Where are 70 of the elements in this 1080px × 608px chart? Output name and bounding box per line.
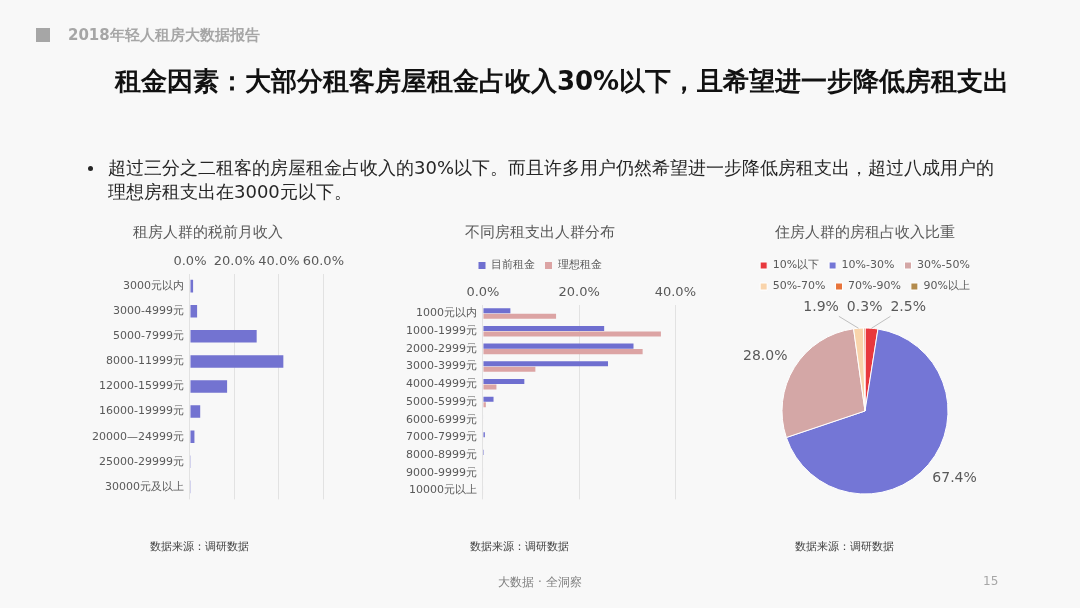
bar bbox=[483, 308, 511, 314]
legend-label: 理想租金 bbox=[557, 258, 602, 272]
text: 大数据 · 全洞察 bbox=[498, 575, 582, 589]
x-tick-label: 40.0% bbox=[654, 284, 697, 300]
y-tick-label: 7000-7999元 bbox=[405, 430, 477, 444]
text: 15 bbox=[983, 573, 999, 590]
bar bbox=[483, 402, 486, 408]
bar bbox=[483, 379, 525, 385]
bar bbox=[190, 279, 194, 293]
y-tick-label: 10000元以上 bbox=[408, 483, 477, 497]
legend-label: 10%以下 bbox=[772, 258, 820, 272]
y-tick-label: 5000-5999元 bbox=[405, 394, 477, 408]
bar bbox=[190, 355, 284, 368]
y-tick-label: 1000元以内 bbox=[415, 306, 477, 320]
data-label: 67.4% bbox=[932, 468, 977, 485]
y-tick-label: 5000-7999元 bbox=[113, 329, 184, 343]
y-tick-label: 6000-6999元 bbox=[405, 412, 477, 426]
bar bbox=[483, 325, 605, 331]
bar bbox=[483, 384, 497, 390]
bar bbox=[483, 313, 557, 319]
source-note: 数据来源：调研数据 bbox=[150, 539, 249, 554]
y-tick-label: 8000-8999元 bbox=[405, 447, 477, 461]
x-tick-label: 0.0% bbox=[466, 284, 500, 300]
y-tick-label: 1000-1999元 bbox=[405, 324, 477, 338]
legend-label: 50%-70% bbox=[772, 279, 826, 293]
source-note: 数据来源：调研数据 bbox=[470, 539, 569, 554]
y-tick-label: 2000-2999元 bbox=[405, 341, 477, 355]
y-tick-label: 12000-15999元 bbox=[99, 379, 184, 393]
x-tick-label: 40.0% bbox=[258, 253, 300, 269]
bar bbox=[190, 330, 257, 343]
bar bbox=[483, 343, 634, 349]
bar bbox=[190, 405, 201, 418]
x-tick-label: 20.0% bbox=[558, 284, 600, 300]
y-tick-label: 20000—24999元 bbox=[91, 429, 184, 443]
x-tick-label: 20.0% bbox=[213, 253, 256, 269]
legend-label: 10%-30% bbox=[841, 258, 895, 272]
x-tick-label: 0.0% bbox=[173, 253, 207, 269]
y-tick-label: 25000-29999元 bbox=[99, 454, 184, 468]
x-tick-label: 60.0% bbox=[302, 253, 345, 269]
source-note: 数据来源：调研数据 bbox=[795, 539, 894, 554]
y-tick-label: 3000-4999元 bbox=[113, 304, 184, 318]
y-tick-label: 9000-9999元 bbox=[405, 465, 477, 479]
chart-title: 租房人群的税前月收入 bbox=[133, 222, 283, 241]
bar bbox=[483, 349, 643, 355]
data-label: 0.3% bbox=[846, 297, 883, 314]
data-label: 1.9% bbox=[803, 297, 839, 314]
bar bbox=[483, 331, 661, 337]
data-label: 28.0% bbox=[743, 346, 788, 363]
text: 租金因素：大部分租客房屋租金占收入30%以下，且希望进一步降低房租支出 bbox=[113, 65, 1011, 98]
y-tick-label: 3000元以内 bbox=[122, 279, 184, 292]
legend-label: 30%-50% bbox=[916, 258, 970, 272]
text: 超过三分之二租客的房屋租金占收入的30%以下。而且许多用户仍然希望进一步降低房租支出，超过八成用户的理想房租支出在3000元以下。 bbox=[108, 156, 995, 205]
y-tick-label: 3000-3999元 bbox=[405, 359, 477, 373]
y-tick-label: 4000-4999元 bbox=[405, 377, 477, 391]
y-tick-label: 8000-11999元 bbox=[106, 354, 184, 368]
bar bbox=[483, 396, 494, 402]
y-tick-label: 16000-19999元 bbox=[99, 404, 184, 418]
y-tick-label: 30000元及以上 bbox=[104, 479, 184, 493]
text: 2018年轻人租房大数据报告 bbox=[68, 25, 260, 46]
data-label: 2.5% bbox=[890, 297, 926, 314]
chart-title: 住房人群的房租占收入比重 bbox=[774, 222, 955, 241]
legend-label: 目前租金 bbox=[491, 258, 535, 272]
bar bbox=[190, 304, 198, 318]
chart-title: 不同房租支出人群分布 bbox=[465, 222, 615, 241]
legend-label: 70%-90% bbox=[848, 279, 901, 293]
bar bbox=[190, 380, 228, 393]
bar bbox=[483, 366, 536, 372]
bar bbox=[190, 430, 195, 443]
bar bbox=[483, 361, 609, 367]
legend-label: 90%以上 bbox=[923, 279, 970, 293]
